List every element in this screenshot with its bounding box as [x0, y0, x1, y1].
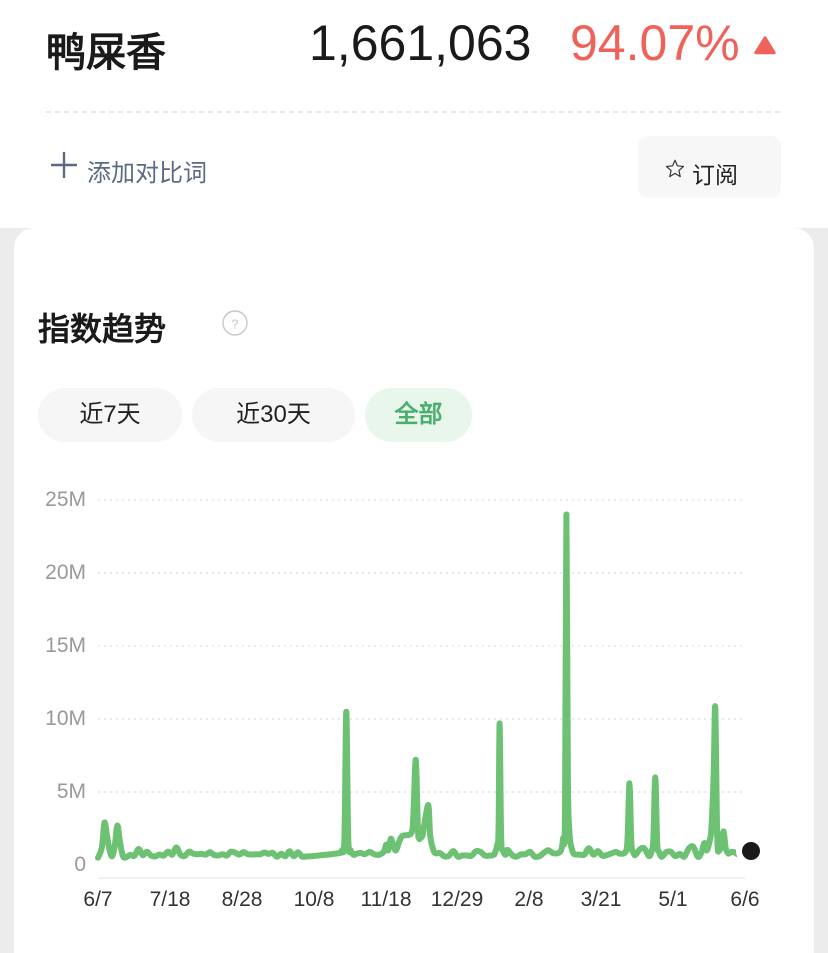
- svg-text:6/7: 6/7: [83, 888, 112, 911]
- svg-text:7/18: 7/18: [150, 888, 191, 911]
- svg-text:5M: 5M: [57, 780, 86, 803]
- svg-text:0: 0: [74, 853, 86, 876]
- svg-text:6/6: 6/6: [730, 888, 759, 911]
- svg-text:8/28: 8/28: [222, 888, 263, 911]
- svg-text:25M: 25M: [45, 488, 86, 511]
- svg-text:10M: 10M: [45, 707, 86, 730]
- svg-text:3/21: 3/21: [581, 888, 622, 911]
- svg-text:10/8: 10/8: [294, 888, 335, 911]
- svg-text:11/18: 11/18: [361, 888, 412, 911]
- svg-text:2/8: 2/8: [514, 888, 543, 911]
- svg-text:5/1: 5/1: [658, 888, 687, 911]
- svg-text:15M: 15M: [45, 634, 86, 657]
- svg-text:20M: 20M: [45, 561, 86, 584]
- svg-text:12/29: 12/29: [431, 888, 484, 911]
